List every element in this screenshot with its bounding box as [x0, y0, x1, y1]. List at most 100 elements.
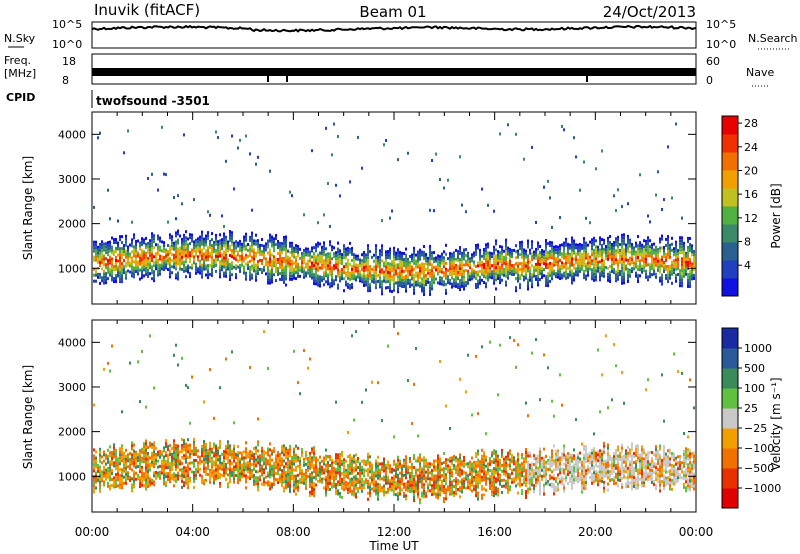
- heat-cell: [347, 285, 349, 289]
- heat-cell: [315, 276, 317, 280]
- heat-cell: [651, 243, 653, 247]
- heat-cell: [265, 257, 267, 261]
- heat-cell: [361, 400, 363, 404]
- heat-cell: [197, 455, 199, 459]
- heat-cell: [397, 287, 399, 291]
- heat-cell: [357, 472, 359, 475]
- heat-cell: [395, 257, 397, 261]
- heat-cell: [133, 233, 135, 237]
- heat-cell: [617, 268, 619, 272]
- heat-cell: [333, 484, 335, 488]
- heat-cell: [397, 497, 399, 501]
- heat-cell: [393, 252, 395, 256]
- heat-cell: [325, 256, 327, 260]
- heat-cell: [225, 462, 227, 466]
- heat-cell: [347, 488, 349, 492]
- heat-cell: [329, 285, 331, 289]
- heat-cell: [443, 280, 445, 284]
- heat-cell: [655, 257, 657, 261]
- heat-cell: [257, 155, 259, 159]
- heat-cell: [171, 455, 173, 459]
- heat-cell: [423, 263, 425, 266]
- heat-cell: [253, 465, 255, 468]
- heat-cell: [253, 269, 255, 273]
- heat-cell: [183, 266, 185, 270]
- heat-cell: [465, 269, 467, 272]
- heat-cell: [257, 239, 259, 243]
- heat-cell: [271, 262, 273, 266]
- heat-cell: [603, 271, 605, 275]
- heat-cell: [257, 443, 259, 447]
- heat-cell: [323, 486, 325, 490]
- heat-cell: [111, 257, 113, 261]
- heat-cell: [547, 278, 549, 282]
- heat-cell: [531, 252, 533, 256]
- heat-cell: [331, 461, 333, 465]
- heat-cell: [631, 267, 633, 270]
- heat-cell: [547, 251, 549, 255]
- heat-cell: [413, 481, 415, 484]
- heat-cell: [427, 265, 429, 269]
- heat-cell: [219, 272, 221, 276]
- heat-cell: [651, 252, 653, 256]
- heat-cell: [337, 253, 339, 257]
- heat-cell: [693, 256, 695, 259]
- heat-cell: [295, 477, 297, 481]
- heat-cell: [557, 263, 559, 267]
- heat-cell: [503, 267, 505, 271]
- heat-cell: [151, 463, 153, 467]
- heat-cell: [423, 272, 425, 275]
- heat-cell: [197, 464, 199, 468]
- heat-cell: [529, 260, 531, 264]
- heat-cell: [483, 251, 485, 254]
- heat-cell: [679, 236, 681, 240]
- heat-cell: [417, 250, 419, 254]
- heat-cell: [115, 467, 117, 471]
- heat-cell: [173, 484, 175, 488]
- heat-cell: [365, 283, 367, 287]
- heat-cell: [639, 259, 641, 263]
- heat-cell: [111, 469, 113, 472]
- heat-cell: [299, 256, 301, 260]
- heat-cell: [251, 267, 253, 271]
- heat-cell: [391, 266, 393, 270]
- heat-cell: [225, 450, 227, 454]
- heat-cell: [271, 464, 273, 468]
- heat-cell: [291, 253, 293, 257]
- heat-cell: [147, 241, 149, 245]
- heat-cell: [251, 451, 253, 455]
- heat-cell: [477, 261, 479, 265]
- heat-cell: [397, 482, 399, 486]
- heat-cell: [671, 236, 673, 240]
- heat-cell: [335, 456, 337, 460]
- heat-cell: [671, 281, 673, 285]
- heat-cell: [161, 450, 163, 454]
- heat-cell: [273, 480, 275, 483]
- heat-cell: [355, 477, 357, 481]
- heat-cell: [561, 255, 563, 259]
- heat-cell: [455, 278, 457, 282]
- heat-cell: [331, 272, 333, 276]
- heat-cell: [335, 275, 337, 279]
- heat-cell: [401, 251, 403, 255]
- heat-cell: [363, 474, 365, 478]
- heat-cell: [223, 238, 225, 242]
- heat-cell: [549, 255, 551, 259]
- heat-cell: [313, 470, 315, 474]
- heat-cell: [523, 269, 525, 273]
- heat-cell: [425, 274, 427, 277]
- heat-cell: [111, 344, 113, 348]
- heat-cell: [97, 254, 99, 258]
- heat-cell: [381, 219, 383, 223]
- heat-cell: [93, 475, 95, 479]
- heat-cell: [339, 476, 341, 480]
- heat-cell: [377, 381, 379, 385]
- heat-cell: [639, 262, 641, 266]
- heat-cell: [285, 262, 287, 266]
- heat-cell: [237, 472, 239, 476]
- heat-cell: [659, 267, 661, 271]
- heat-cell: [101, 476, 103, 480]
- heat-cell: [519, 241, 521, 245]
- heat-cell: [281, 457, 283, 461]
- heat-cell: [93, 267, 95, 271]
